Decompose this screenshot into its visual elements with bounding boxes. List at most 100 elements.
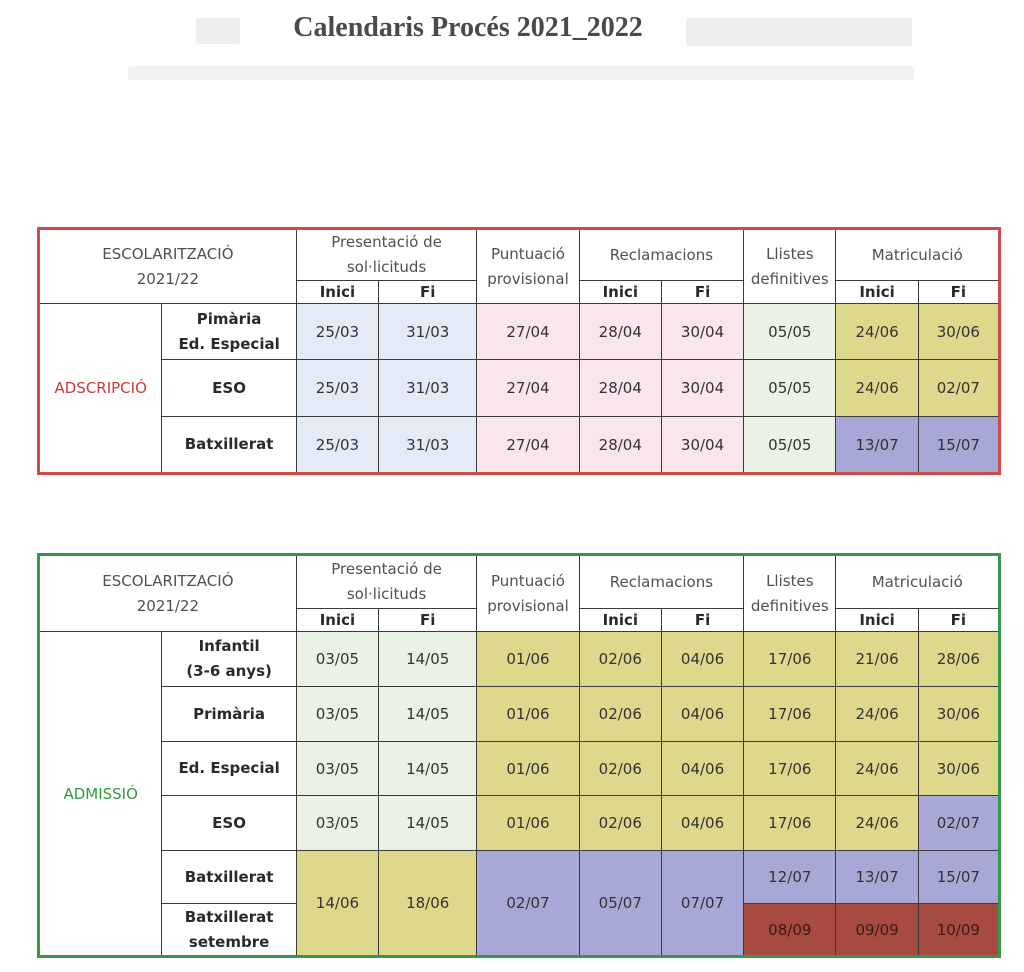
date-cell: 28/04: [578, 303, 662, 360]
subheader-fi: Fi: [660, 280, 745, 304]
puntuacio-label: provisional: [487, 596, 569, 615]
faded-header-line: [196, 18, 240, 44]
date-cell: 14/05: [378, 795, 478, 851]
level-label-line: Ed. Especial: [178, 334, 280, 353]
escolaritzacio-header: ESCOLARITZACIÓ 2021/22: [38, 228, 297, 304]
date-cell: 02/06: [578, 686, 662, 742]
puntuacio-header: Puntuació provisional: [476, 228, 580, 304]
escolaritzacio-label: ESCOLARITZACIÓ: [102, 571, 234, 590]
date-cell: 25/03: [295, 359, 380, 417]
date-cell: 02/06: [578, 631, 662, 687]
date-cell: 04/06: [660, 686, 745, 742]
date-cell: 14/06: [295, 850, 380, 957]
admissio-group-label: ADMISSIÓ: [37, 631, 163, 957]
date-cell: 04/06: [660, 631, 745, 687]
level-label: ESO: [161, 795, 297, 851]
date-cell: 24/06: [835, 303, 919, 360]
subheader-inici: Inici: [295, 280, 380, 304]
date-cell: 31/03: [378, 303, 478, 360]
date-cell: 02/06: [578, 741, 662, 796]
presentacio-label: sol·licituds: [346, 258, 427, 276]
level-label-line: Batxillerat: [184, 907, 274, 926]
reclamacions-header: Reclamacions: [578, 554, 745, 609]
faded-subtitle-line: [128, 66, 914, 80]
date-cell: 17/06: [743, 686, 837, 742]
date-cell: 03/05: [295, 741, 380, 796]
table-row: ESO 25/03 31/03 27/04 28/04 30/04 05/05 …: [39, 359, 1001, 417]
level-label: Batxillerat: [161, 416, 297, 474]
date-cell: 28/04: [578, 416, 662, 474]
date-cell: 25/03: [295, 416, 380, 474]
date-cell: 09/09: [835, 903, 919, 957]
date-cell: 30/04: [660, 416, 745, 474]
level-label: Batxillerat: [161, 850, 297, 904]
presentacio-label: Presentació de: [331, 560, 442, 578]
puntuacio-label: Puntuació: [491, 244, 565, 263]
faded-header-line: [686, 18, 912, 46]
date-cell: 24/06: [835, 795, 919, 851]
year-label: 2021/22: [136, 269, 200, 288]
date-cell: 30/06: [917, 303, 1001, 360]
date-cell: 01/06: [476, 795, 580, 851]
date-cell: 03/05: [295, 795, 380, 851]
subheader-fi: Fi: [378, 280, 478, 304]
date-cell: 27/04: [476, 359, 580, 417]
table-row: ADMISSIÓ Infantil (3-6 anys) 03/05 14/05…: [37, 631, 1001, 957]
subheader-fi: Fi: [660, 608, 745, 632]
level-label: Ed. Especial: [161, 741, 297, 796]
llistes-label: definitives: [750, 269, 829, 288]
reclamacions-header: Reclamacions: [578, 228, 745, 281]
date-cell: 02/07: [917, 795, 1001, 851]
date-cell: 24/06: [835, 741, 919, 796]
level-label-line: setembre: [188, 932, 270, 951]
llistes-header: Llistes definitives: [743, 228, 837, 304]
date-cell: 18/06: [378, 850, 478, 957]
subheader-fi: Fi: [917, 608, 1001, 632]
adscripcio-table: ESCOLARITZACIÓ 2021/22 Presentació de so…: [37, 227, 1001, 475]
date-cell: 14/05: [378, 631, 478, 687]
date-cell: 02/07: [917, 359, 1001, 417]
date-cell: 15/07: [917, 416, 1001, 474]
date-cell: 24/06: [835, 686, 919, 742]
date-cell: 07/07: [660, 850, 745, 957]
level-label-line: Infantil: [198, 637, 260, 655]
table-row: Primària 03/05 14/05 01/06 02/06 04/06 1…: [39, 686, 1001, 742]
admissio-table: ESCOLARITZACIÓ 2021/22 Presentació de so…: [37, 553, 1001, 958]
presentacio-label: Presentació de: [331, 233, 442, 251]
date-cell: 24/06: [835, 359, 919, 417]
date-cell: 31/03: [378, 359, 478, 417]
table-row: Ed. Especial 03/05 14/05 01/06 02/06 04/…: [39, 741, 1001, 796]
llistes-label: Llistes: [766, 571, 814, 590]
date-cell: 02/06: [578, 795, 662, 851]
date-cell: 13/07: [835, 416, 919, 474]
table-row: Batxillerat 14/06 18/06 02/07 05/07 07/0…: [39, 850, 1001, 957]
date-cell: 21/06: [835, 631, 919, 687]
date-cell: 13/07: [835, 850, 919, 904]
subheader-inici: Inici: [578, 608, 662, 632]
presentacio-label: sol·licituds: [346, 585, 427, 603]
puntuacio-label: Puntuació: [491, 571, 565, 590]
date-cell: 01/06: [476, 741, 580, 796]
adscripcio-group-label: ADSCRIPCIÓ: [37, 303, 163, 474]
date-cell: 17/06: [743, 741, 837, 796]
level-label-line: Pimària: [196, 309, 262, 328]
llistes-label: definitives: [750, 596, 829, 615]
table-row: ADSCRIPCIÓ Pimària Ed. Especial 25/03 31…: [37, 303, 1001, 474]
date-cell: 01/06: [476, 631, 580, 687]
level-label: Infantil (3-6 anys): [161, 631, 297, 687]
date-cell: 30/06: [917, 741, 1001, 796]
level-label: Primària: [161, 686, 297, 742]
level-label: Pimària Ed. Especial: [161, 303, 297, 360]
date-cell: 02/07: [476, 850, 580, 957]
escolaritzacio-label: ESCOLARITZACIÓ: [102, 244, 234, 263]
level-label-line: (3-6 anys): [186, 662, 272, 680]
date-cell: 14/05: [378, 686, 478, 742]
date-cell: 03/05: [295, 631, 380, 687]
matriculacio-header: Matriculació: [835, 228, 1000, 281]
date-cell: 08/09: [743, 903, 837, 957]
date-cell: 17/06: [743, 631, 837, 687]
date-cell: 31/03: [378, 416, 478, 474]
table-row: Batxillerat 25/03 31/03 27/04 28/04 30/0…: [39, 416, 1001, 474]
date-cell: 03/05: [295, 686, 380, 742]
date-cell: 10/09: [917, 903, 1001, 957]
